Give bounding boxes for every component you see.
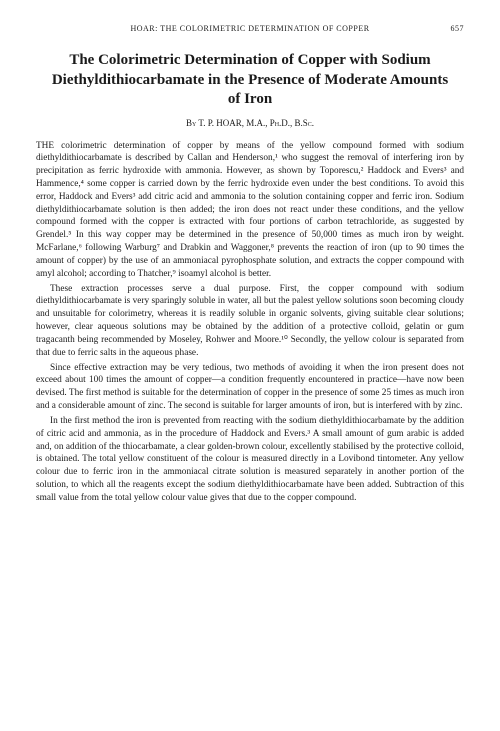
article-title: The Colorimetric Determination of Copper…	[50, 51, 450, 110]
paragraph: These extraction processes serve a dual …	[36, 283, 464, 360]
running-head-text: HOAR: THE COLORIMETRIC DETERMINATION OF …	[130, 24, 369, 33]
running-head: HOAR: THE COLORIMETRIC DETERMINATION OF …	[36, 24, 464, 33]
paragraph: THE colorimetric determination of copper…	[36, 140, 464, 281]
byline: By T. P. HOAR, M.A., Ph.D., B.Sc.	[36, 118, 464, 128]
page: HOAR: THE COLORIMETRIC DETERMINATION OF …	[0, 0, 500, 527]
paragraph: In the first method the iron is prevente…	[36, 415, 464, 505]
article-body: THE colorimetric determination of copper…	[36, 140, 464, 505]
paragraph: Since effective extraction may be very t…	[36, 362, 464, 413]
page-number: 657	[451, 24, 465, 33]
